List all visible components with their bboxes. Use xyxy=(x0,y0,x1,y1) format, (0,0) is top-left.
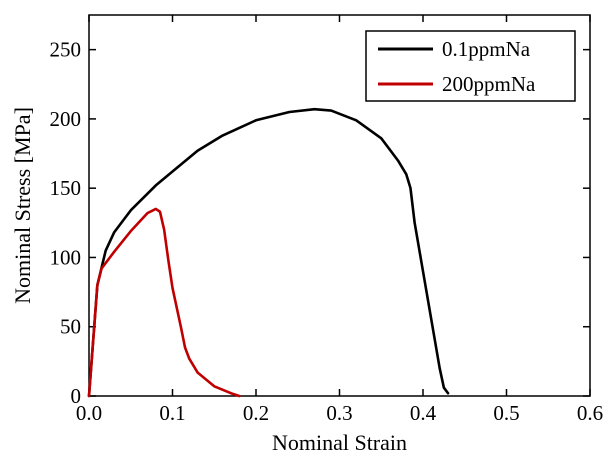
x-tick-label: 0.2 xyxy=(243,401,269,425)
legend-box xyxy=(365,30,576,102)
y-axis-ticks: 0 50 100 150 200 250 xyxy=(50,38,590,408)
y-tick-label: 250 xyxy=(50,38,82,62)
series-line-0 xyxy=(87,107,450,398)
series-layer xyxy=(87,107,450,398)
x-tick-label: 0.1 xyxy=(159,401,185,425)
y-tick-label: 200 xyxy=(50,107,82,131)
series-line-1 xyxy=(87,207,241,398)
x-tick-label: 0.3 xyxy=(326,401,352,425)
legend-label-0: 0.1ppmNa xyxy=(442,37,531,61)
x-tick-label: 0.0 xyxy=(76,401,102,425)
y-tick-label: 100 xyxy=(50,245,82,269)
x-tick-label: 0.5 xyxy=(493,401,519,425)
y-tick-label: 0 xyxy=(71,384,82,408)
y-axis-title: Nominal Stress [MPa] xyxy=(10,107,35,304)
legend-label-1: 200ppmNa xyxy=(442,72,536,96)
x-tick-label: 0.4 xyxy=(410,401,437,425)
x-axis-title: Nominal Strain xyxy=(272,430,407,455)
y-tick-label: 150 xyxy=(50,176,82,200)
x-axis-ticks: 0.0 0.1 0.2 0.3 0.4 0.5 0.6 xyxy=(76,15,603,425)
legend: 0.1ppmNa 200ppmNa xyxy=(365,30,576,102)
x-tick-label: 0.6 xyxy=(577,401,603,425)
y-tick-label: 50 xyxy=(60,315,81,339)
